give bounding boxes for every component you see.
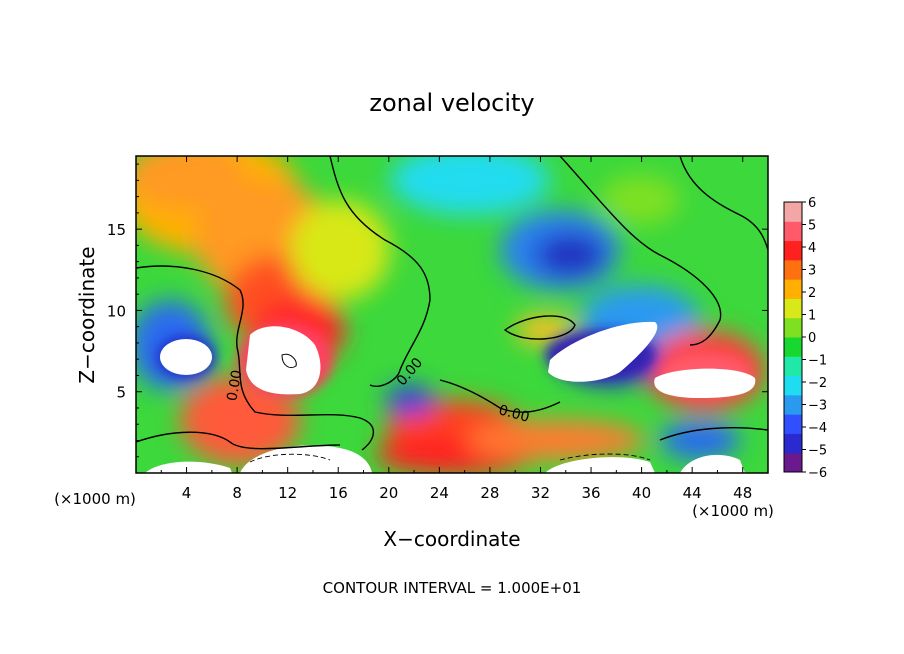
- colorbar-label: −1: [808, 354, 827, 369]
- colorbar-swatch: [784, 240, 802, 261]
- colorbar-label: −3: [808, 399, 827, 414]
- y-tick-label: 10: [107, 302, 126, 320]
- y-tick-label: 15: [107, 221, 126, 239]
- x-tick-label: 4: [182, 484, 192, 502]
- y-axis-ticks: 5 10 15: [107, 163, 768, 458]
- chart-title: zonal velocity: [369, 89, 534, 117]
- colorbar-label: −6: [808, 466, 827, 481]
- colorbar-label: 2: [808, 286, 816, 301]
- x-tick-label: 44: [683, 484, 702, 502]
- x-tick-label: 16: [329, 484, 348, 502]
- colorbar-label: 5: [808, 219, 816, 234]
- colorbar: 6 5 4 3 2 1 0 −1 −2 −3 −4 −5 −6: [783, 196, 827, 481]
- contour-label-right: 0.00: [497, 402, 531, 426]
- x-tick-label: 12: [278, 484, 297, 502]
- colorbar-swatch: [784, 337, 802, 357]
- colorbar-swatch: [784, 317, 802, 338]
- colorbar-swatch: [784, 356, 802, 377]
- colorbar-label: −5: [808, 444, 827, 459]
- colorbar-swatch: [784, 202, 802, 222]
- colorbar-swatch: [784, 414, 802, 434]
- x-tick-label: 20: [379, 484, 398, 502]
- x-tick-label: 40: [632, 484, 651, 502]
- heatmap-field: 0.00 0.00 0.00: [136, 156, 768, 473]
- colorbar-swatch: [784, 221, 802, 242]
- x-tick-label: 28: [480, 484, 499, 502]
- x-tick-label: 8: [232, 484, 242, 502]
- colorbar-swatch: [784, 394, 802, 415]
- colorbar-swatch: [784, 279, 802, 299]
- colorbar-swatch: [784, 452, 802, 473]
- colorbar-label: 6: [808, 196, 816, 211]
- colorbar-label: 3: [808, 264, 816, 279]
- y-tick-label: 5: [116, 384, 126, 402]
- colorbar-label: 4: [808, 241, 816, 256]
- colorbar-swatch: [784, 259, 802, 280]
- x-tick-label: 36: [581, 484, 600, 502]
- contour-interval-note: CONTOUR INTERVAL = 1.000E+01: [323, 579, 582, 597]
- colorbar-label: 1: [808, 309, 816, 324]
- colorbar-label: −4: [808, 421, 827, 436]
- y-axis-label: Z−coordinate: [75, 246, 99, 383]
- x-unit-left: (×1000 m): [54, 490, 136, 508]
- contour-label-left: 0.00: [224, 369, 245, 402]
- x-tick-label: 32: [531, 484, 550, 502]
- x-unit-right: (×1000 m): [692, 502, 774, 520]
- colorbar-label: −2: [808, 376, 827, 391]
- colorbar-label: 0: [808, 331, 816, 346]
- x-axis-label: X−coordinate: [383, 527, 520, 551]
- x-tick-label: 24: [430, 484, 449, 502]
- colorbar-swatch: [784, 433, 802, 454]
- colorbar-swatch: [784, 298, 802, 319]
- plot-frame: [135, 155, 769, 474]
- x-axis-ticks: 4 8 12 16 20 24 28 32 36 40 44 48: [160, 156, 752, 502]
- colorbar-swatch: [784, 375, 802, 396]
- x-tick-label: 48: [733, 484, 752, 502]
